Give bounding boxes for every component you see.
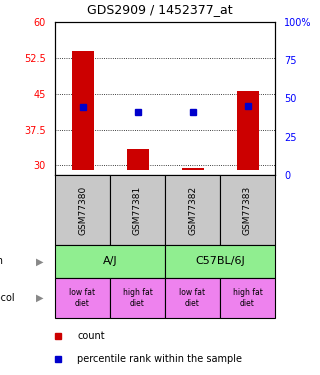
Bar [165, 175, 220, 245]
Text: C57BL/6J: C57BL/6J [195, 256, 245, 267]
Text: low fat
diet: low fat diet [69, 288, 96, 308]
Bar [165, 278, 220, 318]
Bar [220, 175, 275, 245]
Text: GSM77382: GSM77382 [188, 186, 197, 235]
Text: A/J: A/J [103, 256, 117, 267]
Text: GDS2909 / 1452377_at: GDS2909 / 1452377_at [87, 3, 233, 16]
Text: GSM77380: GSM77380 [78, 185, 87, 235]
Bar [165, 245, 275, 278]
Bar [110, 175, 165, 245]
Bar [126, 149, 148, 170]
Text: high fat
diet: high fat diet [233, 288, 262, 308]
Text: ▶: ▶ [36, 293, 43, 303]
Bar [110, 278, 165, 318]
Text: high fat
diet: high fat diet [123, 288, 152, 308]
Bar [55, 278, 110, 318]
Bar [55, 175, 110, 245]
Bar [71, 51, 93, 170]
Text: GSM77383: GSM77383 [243, 185, 252, 235]
Bar [181, 168, 204, 170]
Text: percentile rank within the sample: percentile rank within the sample [77, 354, 243, 364]
Text: low fat
diet: low fat diet [180, 288, 205, 308]
Bar [220, 278, 275, 318]
Text: ▶: ▶ [36, 256, 43, 267]
Bar [55, 245, 165, 278]
Text: protocol: protocol [0, 293, 15, 303]
Bar [236, 92, 259, 170]
Text: strain: strain [0, 256, 3, 267]
Text: GSM77381: GSM77381 [133, 185, 142, 235]
Text: count: count [77, 331, 105, 341]
